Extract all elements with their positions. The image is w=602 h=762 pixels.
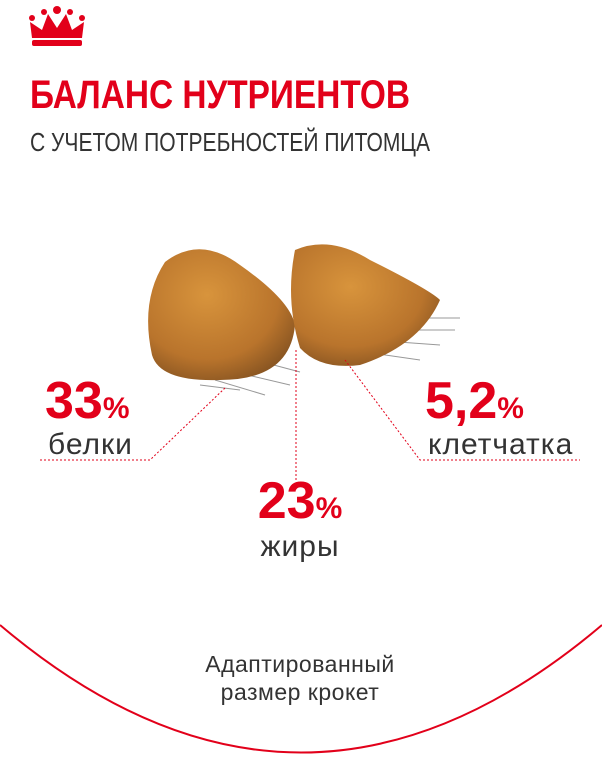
arc <box>0 624 602 754</box>
protein-label: белки <box>48 428 133 461</box>
footer-line: Адаптированный <box>205 651 395 677</box>
subtitle: С УЧЕТОМ ПОТРЕБНОСТЕЙ ПИТОМЦА <box>30 127 431 157</box>
footer-line: размер крокет <box>221 679 380 705</box>
fiber-value: 5,2% <box>425 372 524 430</box>
leader-lines <box>40 350 580 480</box>
fat-value: 23% <box>258 472 343 530</box>
title: БАЛАНС НУТРИЕНТОВ <box>30 73 410 117</box>
logo <box>29 6 85 46</box>
fat-label: жиры <box>260 530 339 563</box>
protein-value: 33% <box>45 372 130 430</box>
kibble-image <box>148 244 460 396</box>
fiber-label: клетчатка <box>428 428 573 461</box>
